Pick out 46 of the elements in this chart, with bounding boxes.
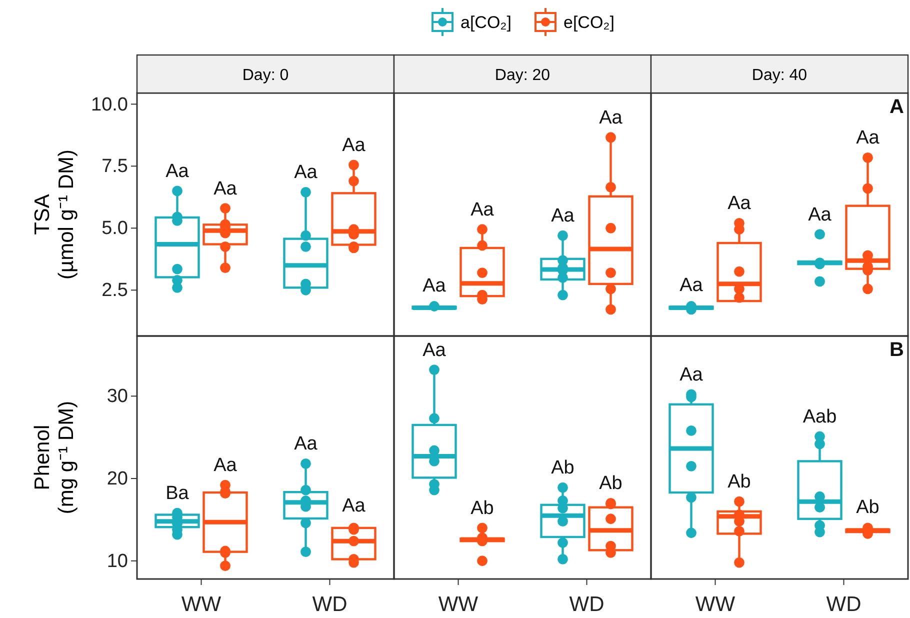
chart-title: Day: 0 [242,67,289,84]
annotation: Ab [728,472,751,493]
annotation: Ab [856,497,880,518]
annotation: Aa [856,128,880,149]
y-tick-label: 7.5 [102,156,128,178]
legend-label: e[CO₂] [564,13,614,32]
annotation: Aa [294,162,318,184]
x-tick-label: WD [312,593,348,616]
annotation: Aa [470,199,494,220]
annotation: Aa [422,276,446,296]
annotation: Aa [294,433,318,454]
annotation: Aa [422,340,446,361]
chart-title: Day: 20 [494,67,550,84]
chart-title: Day: 40 [752,67,808,84]
x-tick-label: WW [181,593,222,616]
annotation: Aab [802,406,837,428]
annotation: Aa [680,275,704,296]
legend-label: a[CO₂] [460,13,512,32]
annotation: Aa [342,495,366,516]
annotation: Aa [342,134,366,156]
annotation: Aa [728,193,752,214]
annotation: B [890,339,904,361]
annotation: A [890,96,904,118]
annotation: Ab [470,498,494,519]
y-tick-label: 10 [106,550,128,572]
x-tick-label: WW [438,593,478,616]
annotation: Aa [680,364,704,386]
x-tick-label: WD [569,593,604,616]
annotation: Ab [599,473,622,494]
y-axis-title: Phenol (mg g⁻¹ DM) [31,400,78,514]
annotation: Ba [166,483,190,504]
annotation: Ab [551,458,574,479]
annotation: Aa [551,205,575,226]
y-tick-label: 2.5 [102,280,128,302]
x-tick-label: WD [826,593,862,616]
y-tick-label: 5.0 [102,218,128,240]
annotation: Aa [166,160,190,182]
y-tick-label: 30 [106,386,128,408]
annotation: Aa [214,455,238,476]
annotation: Aa [214,178,238,200]
y-tick-label: 10.0 [91,94,128,116]
annotation: Aa [599,107,623,128]
x-tick-label: WW [695,593,736,616]
y-tick-label: 20 [106,468,128,490]
y-axis-title: TSA (µmol g⁻¹ DM) [31,150,78,280]
annotation: Aa [808,204,832,226]
